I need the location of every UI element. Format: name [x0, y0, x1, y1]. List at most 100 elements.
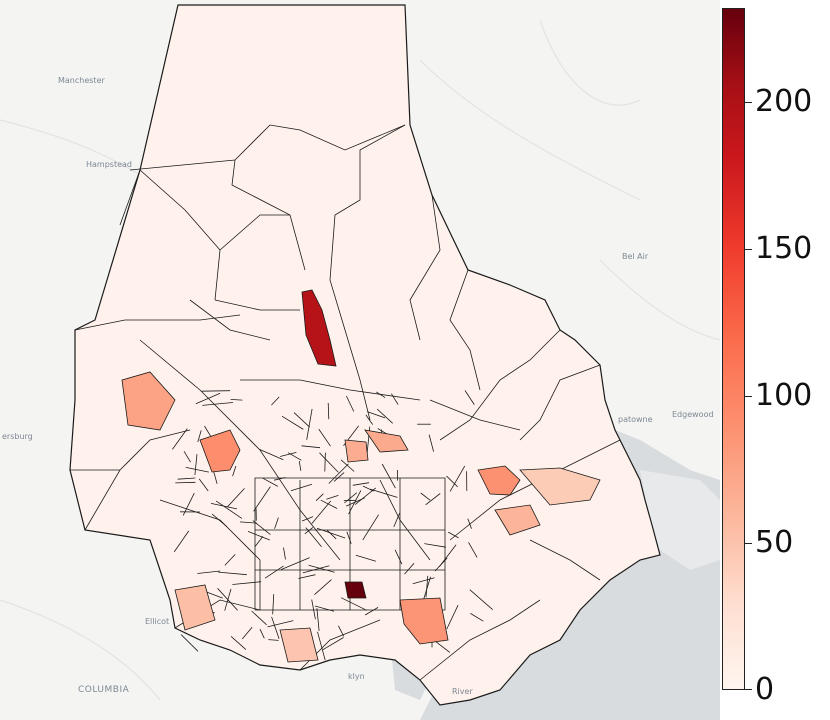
tract-boundary [448, 531, 459, 539]
colorbar-tick-label: 150 [755, 231, 813, 267]
colorbar-tick-mark [745, 543, 752, 545]
tract-boundary [316, 527, 346, 539]
tract-boundary [311, 599, 316, 620]
tract-boundary [344, 492, 358, 504]
tract-region [344, 439, 369, 463]
tract-boundary [224, 554, 236, 566]
tract-boundary [214, 299, 300, 311]
basemap: Manchester Hampstead Bel Air Edgewood patown… [0, 0, 720, 720]
tract-boundary [329, 124, 406, 331]
colorbar-tick-label: 0 [755, 672, 775, 707]
tract-boundary [232, 465, 237, 477]
tract-boundary [247, 531, 270, 541]
tract-boundary [298, 574, 316, 579]
tract-region [279, 627, 319, 663]
tract-boundary [232, 581, 262, 585]
tract-boundary [346, 395, 355, 412]
tract-boundary [381, 463, 396, 489]
tract-boundary [344, 329, 371, 421]
tract-region [399, 597, 449, 645]
tract-boundary [327, 402, 330, 420]
tract-boundary [315, 493, 324, 501]
tract-boundary [239, 521, 257, 524]
tract-boundary [227, 488, 245, 508]
tract-boundary [197, 430, 202, 443]
tract-boundary [259, 448, 284, 461]
tract-boundary [362, 514, 379, 541]
tract-region [174, 584, 216, 631]
tract-boundary [314, 579, 332, 595]
colorbar-tick-mark [745, 102, 752, 104]
tract-boundary [197, 570, 221, 574]
tract-boundary [529, 539, 601, 581]
tract-boundary [230, 399, 243, 401]
tract-boundary [346, 497, 365, 507]
tract-boundary [189, 299, 271, 341]
tract-region [199, 429, 241, 473]
tract-boundary [139, 169, 221, 301]
tract-boundary [449, 269, 481, 391]
tract-boundary [328, 463, 349, 484]
tract-boundary [467, 518, 472, 529]
tract-boundary [217, 588, 238, 611]
tract-boundary [464, 390, 475, 405]
tract-boundary [376, 408, 393, 424]
tract-boundary [449, 465, 466, 492]
tract-boundary [185, 467, 209, 473]
colorbar-gradient [722, 8, 745, 690]
tract-boundary [316, 608, 320, 631]
tract-boundary [346, 531, 352, 544]
tract-boundary [420, 492, 431, 501]
choropleth-map [0, 4, 720, 720]
colorbar-tick-label: 100 [755, 378, 813, 414]
tract-boundary [195, 392, 221, 405]
tract-boundary [159, 499, 261, 610]
tract-boundary [439, 329, 561, 441]
tract-boundary [449, 439, 621, 541]
tract-boundary [271, 616, 280, 640]
tract-boundary [281, 415, 304, 430]
place-label: patowne [618, 415, 653, 424]
tract-boundary [180, 634, 199, 652]
tract-boundary [198, 478, 209, 492]
tract-boundary [274, 517, 279, 529]
tract-boundary [470, 613, 484, 622]
tract-boundary [311, 500, 332, 524]
highlighted-tracts [121, 289, 601, 663]
tract-boundary [268, 639, 279, 641]
tract-boundary [355, 554, 377, 562]
tract-boundary [434, 557, 448, 572]
tract-boundary [219, 214, 290, 251]
tract-region [121, 371, 176, 431]
tract-boundary [302, 565, 330, 574]
tract-boundary [301, 445, 321, 449]
tract-boundary [74, 314, 241, 331]
tract-boundary [419, 599, 541, 681]
tract-boundary [367, 411, 386, 419]
tract-boundary [352, 482, 370, 486]
place-label: Hampstead [86, 160, 132, 169]
tract-boundary [293, 412, 310, 428]
tract-boundary [340, 459, 355, 472]
tract-boundary [519, 364, 601, 441]
place-label: River [452, 687, 473, 696]
tract-boundary [338, 625, 345, 637]
tract-boundary [283, 547, 286, 560]
tract-boundary [301, 516, 314, 522]
tract-boundary [425, 493, 441, 506]
tract-boundary [326, 495, 339, 500]
tract-boundary [319, 452, 339, 473]
tract-boundary [251, 610, 267, 626]
tract-boundary [322, 637, 344, 651]
tract-boundary [446, 475, 458, 488]
colorbar-tick-label: 50 [755, 525, 794, 561]
tract-region [301, 289, 337, 367]
place-label: klyn [348, 672, 365, 681]
place-label: ersburg [2, 432, 33, 441]
tract-boundary [254, 477, 446, 611]
tract-boundary [241, 626, 253, 640]
tract-region [519, 467, 601, 506]
tract-boundary [204, 425, 212, 438]
tract-boundary [394, 549, 403, 565]
